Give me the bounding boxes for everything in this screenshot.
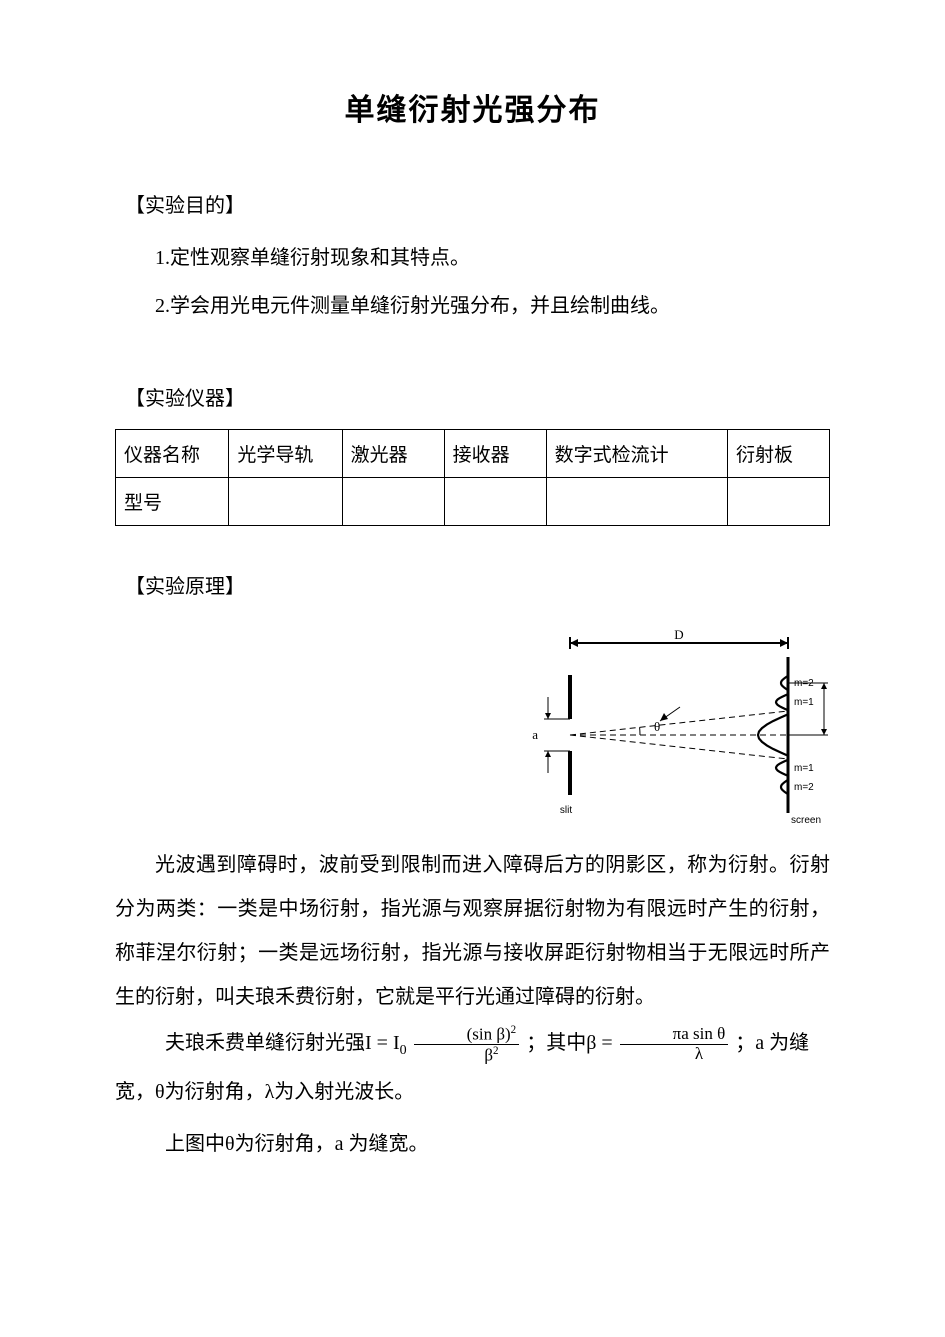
formula-fraction-1: (sin β)2β2 — [414, 1024, 520, 1066]
svg-text:slit: slit — [560, 805, 572, 816]
table-cell — [546, 478, 727, 526]
principle-para-text: 光波遇到障碍时，波前受到限制而进入障碍后方的阴影区，称为衍射。衍射分为两类：一类… — [115, 843, 830, 1019]
diffraction-diagram: Daslitscreenθm=2m=1m=1m=2y — [530, 625, 830, 835]
principle-heading: 【实验原理】 — [115, 570, 830, 599]
table-cell: 仪器名称 — [116, 430, 229, 478]
formula-line: 夫琅禾费单缝衍射光强I = I0 (sin β)2β2 ；其中β = πa si… — [115, 1019, 830, 1116]
svg-text:m=2: m=2 — [794, 782, 814, 793]
instruments-heading: 【实验仪器】 — [115, 382, 830, 411]
svg-text:a: a — [532, 727, 538, 742]
table-cell — [444, 478, 546, 526]
objective-item-2: 2.学会用光电元件测量单缝衍射光强分布，并且绘制曲线。 — [115, 284, 830, 328]
document-title: 单缝衍射光强分布 — [115, 85, 830, 129]
principle-last-line: 上图中θ为衍射角，a 为缝宽。 — [115, 1122, 830, 1166]
formula-fraction-2: πa sin θλ — [620, 1025, 729, 1063]
instruments-table: 仪器名称 光学导轨 激光器 接收器 数字式检流计 衍射板 型号 — [115, 429, 830, 526]
table-cell: 衍射板 — [727, 430, 829, 478]
objective-heading: 【实验目的】 — [115, 189, 830, 218]
objective-item-1: 1.定性观察单缝衍射现象和其特点。 — [115, 236, 830, 280]
formula-mid: ；其中β = — [526, 1032, 617, 1054]
formula-prefix: 夫琅禾费单缝衍射光强I = I — [165, 1032, 400, 1054]
table-row: 型号 — [116, 478, 830, 526]
svg-text:m=1: m=1 — [794, 697, 814, 708]
table-cell — [727, 478, 829, 526]
table-cell: 接收器 — [444, 430, 546, 478]
table-cell: 数字式检流计 — [546, 430, 727, 478]
table-cell: 型号 — [116, 478, 229, 526]
table-cell — [229, 478, 342, 526]
svg-text:screen: screen — [791, 815, 821, 826]
svg-text:D: D — [674, 627, 683, 642]
principle-block: Daslitscreenθm=2m=1m=1m=2y 光波遇到障碍时，波前受到限… — [115, 617, 830, 1019]
svg-text:θ: θ — [654, 719, 660, 734]
table-cell: 激光器 — [342, 430, 444, 478]
table-cell — [342, 478, 444, 526]
svg-text:m=1: m=1 — [794, 763, 814, 774]
table-cell: 光学导轨 — [229, 430, 342, 478]
table-row: 仪器名称 光学导轨 激光器 接收器 数字式检流计 衍射板 — [116, 430, 830, 478]
